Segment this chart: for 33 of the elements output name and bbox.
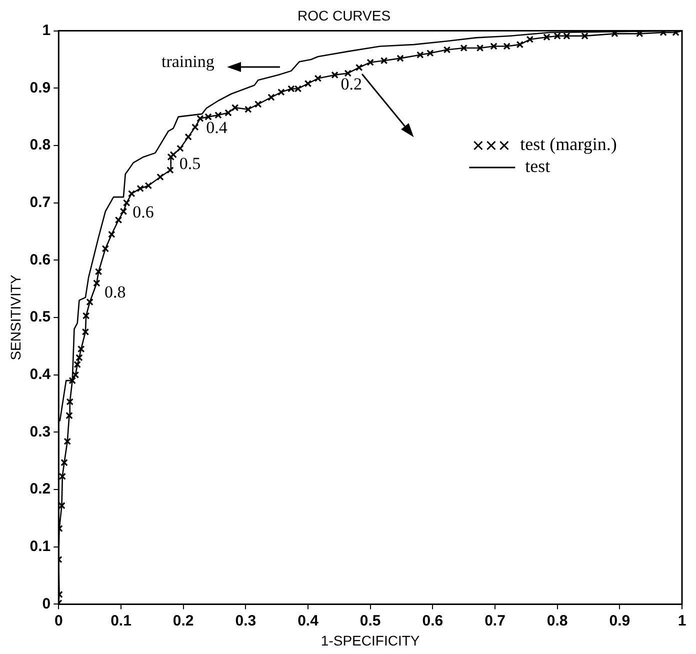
y-tick-label: 0.3 [30, 423, 51, 440]
x-tick-label: 0.6 [422, 612, 444, 630]
x-tick-label: 0.3 [235, 612, 256, 630]
y-tick-label: 0.9 [30, 79, 51, 96]
y-tick-label: 0.5 [30, 308, 51, 326]
y-tick-label: 0.4 [30, 366, 52, 383]
x-tick-label: 0.4 [298, 612, 320, 630]
annotation: 0.4 [206, 118, 228, 137]
x-tick-label: 1 [678, 612, 686, 630]
legend-label: test [525, 156, 550, 176]
x-tick-label: 0.1 [110, 612, 132, 630]
y-tick-label: 1 [42, 22, 51, 39]
y-tick-label: 0.6 [30, 251, 51, 268]
x-tick-label: 0.9 [609, 612, 630, 630]
x-tick-label: 0.7 [484, 612, 506, 630]
chart-title: ROC CURVES [297, 7, 391, 24]
y-tick-label: 0.1 [30, 538, 51, 555]
annotation: 0.2 [340, 74, 362, 94]
legend-label: test (margin.) [520, 134, 617, 154]
y-tick-label: 0 [42, 595, 51, 612]
x-tick-label: 0.5 [360, 612, 381, 630]
x-axis-title: 1-SPECIFICITY [320, 632, 420, 648]
annotation: 0.5 [179, 154, 201, 174]
y-tick-label: 0.2 [30, 480, 51, 498]
x-tick-label: 0.2 [172, 612, 194, 630]
annotation: 0.8 [104, 282, 126, 302]
y-tick-label: 0.8 [30, 136, 51, 154]
annotation: training [162, 52, 215, 71]
annotation: 0.6 [132, 202, 154, 222]
x-tick-label: 0 [54, 612, 63, 630]
x-tick-label: 0.8 [546, 612, 568, 630]
y-axis-title: SENSITIVITY [7, 274, 24, 360]
y-tick-label: 0.7 [30, 194, 51, 211]
